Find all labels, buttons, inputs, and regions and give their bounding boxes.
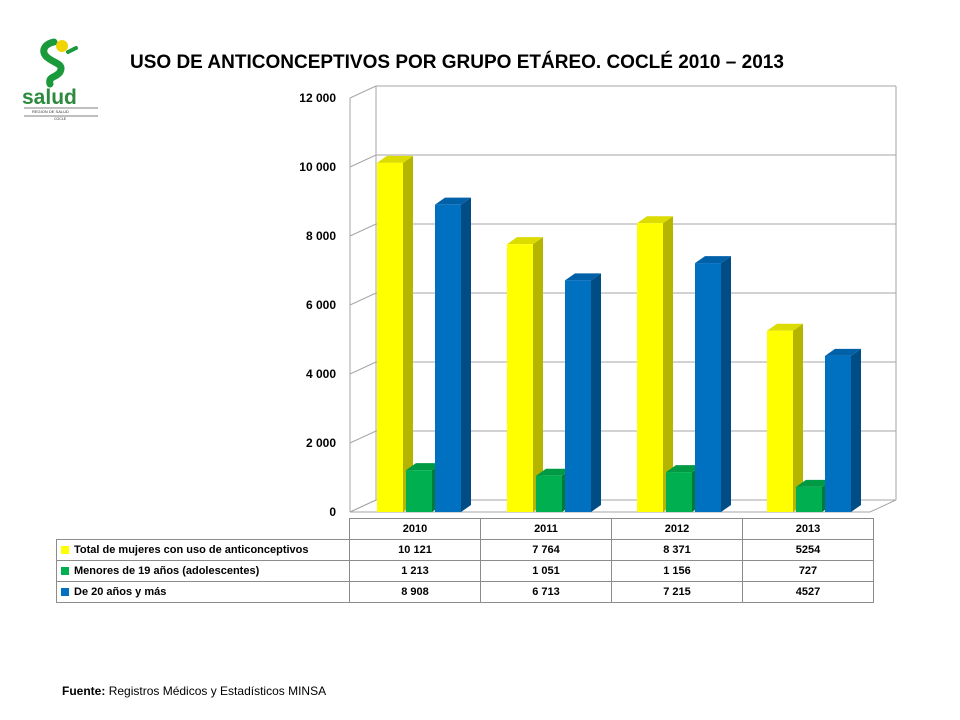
data-table-cell: 8 371	[611, 539, 743, 561]
bar-side	[793, 323, 803, 512]
source-note: Fuente: Registros Médicos y Estadísticos…	[62, 684, 326, 698]
bar-top	[666, 465, 702, 473]
bar-top	[565, 273, 601, 281]
side-wall-gridline	[349, 85, 377, 99]
bar	[695, 263, 721, 512]
data-table-cell: 727	[742, 560, 874, 582]
data-table-cell: 1 213	[349, 560, 481, 582]
logo-text: salud	[22, 86, 77, 109]
data-table-cell: 1 156	[611, 560, 743, 582]
data-table-year: 2013	[742, 518, 874, 540]
bar-side	[721, 256, 731, 512]
legend-label: Menores de 19 años (adolescentes)	[74, 565, 260, 577]
data-table-cell: 7 215	[611, 581, 743, 603]
data-table-year: 2012	[611, 518, 743, 540]
legend-swatch	[61, 546, 69, 555]
legend-entry: De 20 años y más	[56, 581, 350, 603]
data-table-row: De 20 años y más 8 908 6 713 7 215 4527	[56, 581, 874, 603]
bar-top	[695, 256, 731, 264]
source-label: Fuente:	[62, 684, 106, 698]
bar-top	[825, 348, 861, 356]
bar-side	[851, 348, 861, 512]
data-table-cell: 4527	[742, 581, 874, 603]
y-tick-label: 6 000	[306, 298, 336, 312]
caduceus-icon	[40, 38, 78, 88]
bar-top	[507, 237, 543, 245]
side-wall-gridline	[349, 154, 377, 168]
bar	[666, 472, 692, 512]
bar	[637, 223, 663, 512]
bar	[435, 204, 461, 512]
data-table-cell: 1 051	[480, 560, 612, 582]
data-table-header-row: 2010 2011 2012 2013	[56, 518, 874, 540]
data-table-cell: 10 121	[349, 539, 481, 561]
bar-side	[591, 273, 601, 512]
side-wall-gridline	[349, 292, 377, 306]
bar	[825, 355, 851, 512]
logo-subtext: REGION DE SALUD	[32, 109, 69, 114]
side-wall-gridline	[349, 361, 377, 375]
bar	[377, 162, 403, 512]
data-table-cell: 8 908	[349, 581, 481, 603]
data-table-year: 2011	[480, 518, 612, 540]
data-table-row: Menores de 19 años (adolescentes) 1 213 …	[56, 560, 874, 582]
bar	[565, 280, 591, 512]
chart-title: USO DE ANTICONCEPTIVOS POR GRUPO ETÁREO.…	[130, 52, 784, 73]
bar-top	[536, 468, 572, 476]
legend-swatch	[61, 588, 69, 597]
data-table-cell: 5254	[742, 539, 874, 561]
bar-top	[637, 216, 673, 224]
bar-top	[796, 479, 832, 487]
bar	[767, 330, 793, 512]
legend-swatch	[61, 567, 69, 576]
data-table-row: Total de mujeres con uso de anticoncepti…	[56, 539, 874, 561]
bar-side	[663, 216, 673, 512]
bar	[507, 244, 533, 512]
bar	[796, 486, 822, 512]
side-wall-gridline	[349, 430, 377, 444]
y-tick-label: 12 000	[299, 91, 336, 105]
legend-label: De 20 años y más	[74, 586, 167, 598]
bar-side	[461, 197, 471, 512]
legend-entry: Menores de 19 años (adolescentes)	[56, 560, 350, 582]
logo-subtext-region: COCLE	[54, 117, 67, 121]
y-tick-label: 2 000	[306, 436, 336, 450]
data-table-year: 2010	[349, 518, 481, 540]
bar-side	[403, 155, 413, 512]
bar-top	[435, 197, 471, 205]
bar-top	[767, 323, 803, 331]
legend-entry: Total de mujeres con uso de anticoncepti…	[56, 539, 350, 561]
data-table: 2010 2011 2012 2013 Total de mujeres con…	[56, 518, 874, 603]
y-tick-label: 10 000	[299, 160, 336, 174]
data-table-cell: 6 713	[480, 581, 612, 603]
bar-top	[406, 463, 442, 471]
bar-side	[533, 237, 543, 512]
data-table-cell: 7 764	[480, 539, 612, 561]
bar	[406, 470, 432, 512]
bar-top	[377, 155, 413, 163]
data-table-corner	[56, 518, 350, 540]
salud-logo: salud REGION DE SALUD COCLE	[22, 38, 98, 121]
bar	[536, 475, 562, 512]
side-wall-gridline	[349, 223, 377, 237]
source-text: Registros Médicos y Estadísticos MINSA	[108, 684, 327, 698]
y-tick-label: 8 000	[306, 229, 336, 243]
y-tick-label: 0	[329, 505, 336, 519]
y-tick-label: 4 000	[306, 367, 336, 381]
legend-label: Total de mujeres con uso de anticoncepti…	[74, 544, 309, 556]
